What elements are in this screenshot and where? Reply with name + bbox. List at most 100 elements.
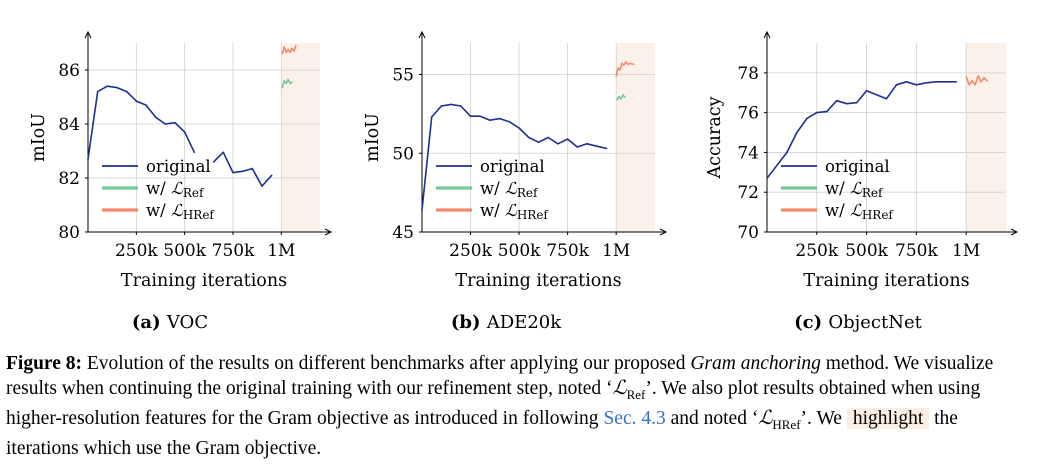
legend-label: original [146,157,211,176]
data-point [965,76,967,78]
data-point [605,147,608,150]
data-point [430,116,433,118]
y-tick-label: 82 [58,169,80,189]
data-point [623,64,625,66]
subcaption: (b) ADE20k [451,312,562,333]
legend-label-part: HRef [183,208,216,222]
data-point [460,105,462,107]
legend-label-part: original [825,157,890,176]
subcaption-name: ObjectNet [828,312,922,333]
data-point [145,104,147,106]
data-point [826,110,828,113]
legend-label-part: HRef [517,208,550,222]
data-point [624,96,626,99]
y-tick-label: 86 [58,61,80,81]
data-point [450,103,452,106]
caption-gram-anchoring: Gram anchoring [690,353,821,374]
subcaption-label: (a) [132,312,167,333]
x-tick-label: 750k [212,241,255,261]
data-point [283,80,286,82]
data-point [935,81,938,83]
data-point [96,90,99,93]
data-point [440,105,443,107]
data-point [835,99,838,102]
caption-ref-subscript: Ref [626,386,646,402]
legend-label-part: w/ [146,201,171,220]
data-point [469,115,472,117]
data-point [183,131,186,133]
legend-label-part: original [146,157,211,176]
caption-text-2: method. We visualize results when contin… [6,353,994,399]
y-axis-arrow [84,30,92,39]
legend-label-part: HRef [862,208,895,222]
subcaption: (a) VOC [132,312,208,333]
data-point [895,84,898,86]
chart-objectnet: 70 72 74 76 78 250k 500k 750k 1M Training iterati… [705,30,1019,333]
data-point [289,51,291,54]
data-point [865,89,868,92]
series-line [965,75,988,86]
x-tick-label: 250k [115,241,158,261]
data-point [270,174,273,177]
y-tick-label: 84 [58,115,80,135]
caption-text-6: the iterations which use the Gram object… [6,407,958,460]
legend-label: original [825,157,890,176]
data-point [915,84,918,86]
data-point [232,171,234,174]
legend-label-part: w/ [825,201,850,220]
data-point [489,119,491,121]
x-axis-label: Training iterations [121,271,287,291]
data-point [885,97,888,100]
legend-label: w/ ℒRef [825,179,884,200]
chart-ade20k: 45 50 55 250k 500k 750k 1M Training iterations m… [363,30,668,333]
data-point [281,86,284,89]
x-tick-label: 750k [546,241,589,261]
y-axis-label: Accuracy [705,96,725,179]
data-point [576,146,579,148]
data-point [629,62,632,65]
y-tick-label: 80 [58,223,80,243]
subcaption-label: (c) [794,312,828,333]
data-point [479,115,482,117]
data-point [528,136,530,139]
data-point [945,81,948,83]
subcaption-label: (b) [451,312,487,333]
caption-text-3: ’. We also plot results obtained when us… [6,377,981,429]
data-point [618,95,620,98]
y-axis-label: mIoU [29,113,49,162]
chart-voc: 80 82 84 86 250k 500k 750k 1M Training iteration… [29,30,333,333]
caption-text-1: Evolution of the results on different be… [82,353,691,374]
y-tick-label: 55 [392,66,414,86]
section-link[interactable]: Sec. 4.3 [603,407,666,429]
x-tick-label: 250k [795,241,838,261]
data-point [816,111,818,114]
x-axis-arrow [1010,228,1019,236]
data-point [566,138,569,140]
legend-label-part: ℒ [505,201,518,220]
data-point [261,185,263,187]
y-tick-label: 74 [737,143,759,163]
legend-label-part: Ref [517,186,539,200]
data-point [518,127,520,129]
x-tick-label: 500k [163,241,206,261]
subcaption-name: VOC [166,312,208,333]
data-point [135,100,138,102]
data-point [287,49,289,51]
legend-label: w/ ℒHRef [825,201,894,222]
data-point [241,170,244,173]
x-tick-label: 750k [895,241,938,261]
y-tick-label: 72 [737,183,759,203]
data-point [622,94,624,96]
data-point [212,161,215,163]
x-tick-label: 1M [267,241,295,261]
data-point [955,81,957,83]
data-point [283,46,286,48]
x-tick-label: 250k [449,241,492,261]
series-line [213,151,273,187]
data-point [977,75,979,77]
data-point [796,131,798,134]
data-point [287,78,289,81]
x-tick-label: 1M [602,241,630,261]
x-axis-arrow [659,228,668,236]
data-point [537,141,540,143]
